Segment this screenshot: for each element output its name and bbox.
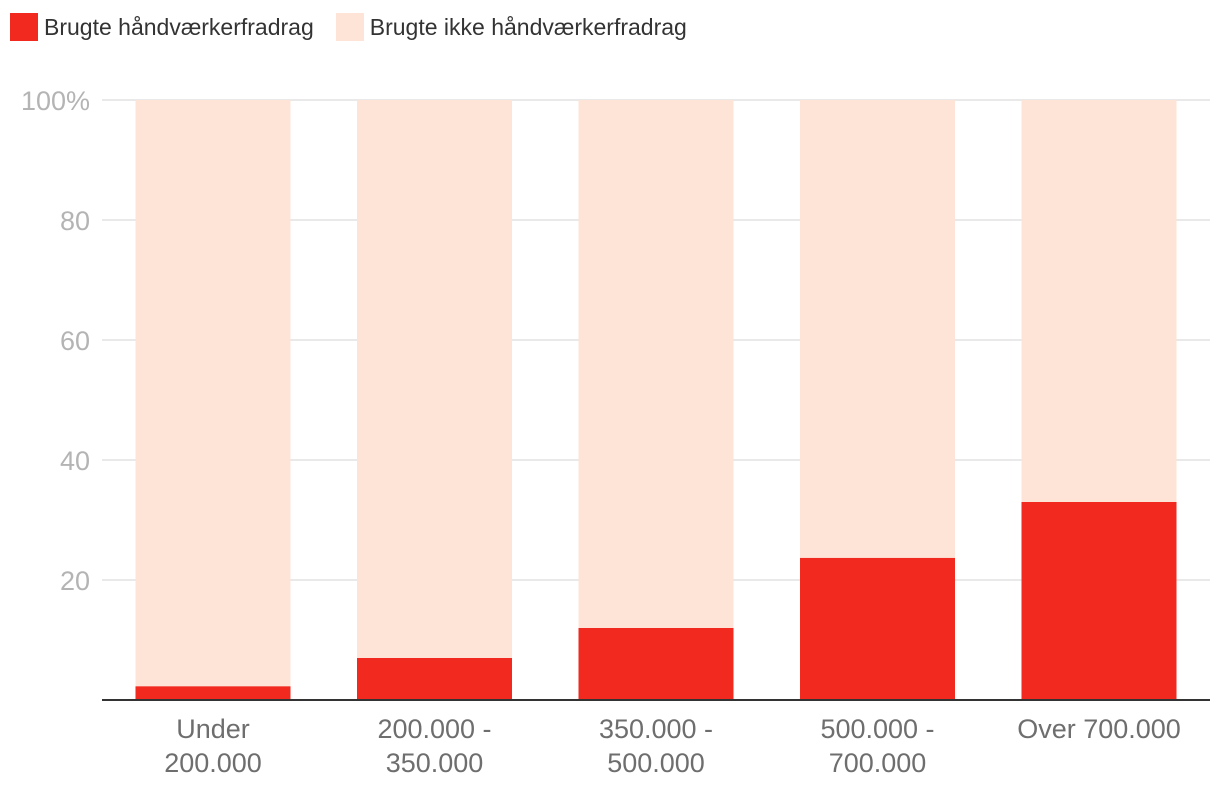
x-category-label: 200.000: [164, 748, 262, 778]
bar-not-used: [135, 100, 291, 687]
y-tick-label: 80: [60, 206, 90, 236]
y-tick-label: 40: [60, 446, 90, 476]
x-category-label: 200.000 -: [377, 714, 491, 744]
x-category-label: 350.000 -: [599, 714, 713, 744]
x-category-label: 500.000 -: [820, 714, 934, 744]
x-category-label: 700.000: [829, 748, 927, 778]
bar-not-used: [357, 100, 512, 658]
y-tick-label: 20: [60, 566, 90, 596]
bar-not-used: [1021, 100, 1177, 502]
bar-used: [800, 557, 955, 700]
legend-label-not-used: Brugte ikke håndværkerfradrag: [369, 13, 687, 40]
bar-not-used: [800, 100, 955, 558]
legend-item-used: Brugte håndværkerfradrag: [10, 13, 314, 41]
bar-not-used: [578, 100, 734, 628]
x-category-label: Over 700.000: [1017, 714, 1181, 744]
legend-label-used: Brugte håndværkerfradrag: [44, 13, 314, 40]
bar-used: [135, 686, 291, 700]
y-tick-label: 60: [60, 326, 90, 356]
legend-item-not-used: Brugte ikke håndværkerfradrag: [335, 13, 687, 41]
x-category-label: 500.000: [607, 748, 705, 778]
y-tick-label: 100%: [21, 86, 90, 116]
legend-swatch-used: [10, 13, 38, 41]
bar-used: [578, 628, 734, 700]
legend-swatch-not-used: [335, 13, 364, 41]
bar-used: [1021, 502, 1177, 700]
x-category-label: 350.000: [386, 748, 484, 778]
bar-used: [357, 658, 512, 700]
chart-legend: Brugte håndværkerfradrag Brugte ikke hån…: [10, 12, 709, 42]
x-category-label: Under: [176, 714, 250, 744]
